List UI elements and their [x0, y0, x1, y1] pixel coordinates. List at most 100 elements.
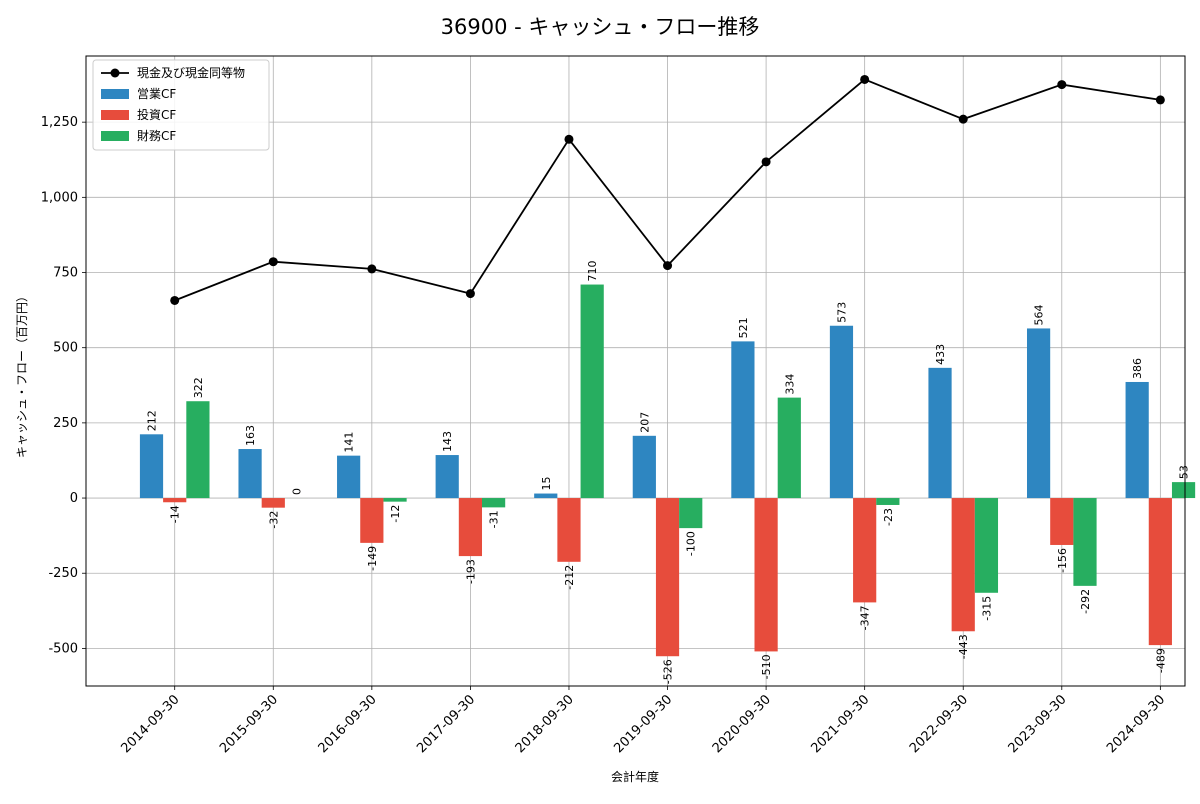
bar-財務CF-2016-09-30: [383, 498, 406, 502]
line-point-2016-09-30: [367, 264, 376, 273]
data-label: -23: [882, 508, 895, 526]
bar-投資CF-2015-09-30: [262, 498, 285, 508]
data-label: -443: [957, 634, 970, 659]
data-label: 53: [1178, 465, 1191, 479]
data-label: -14: [169, 505, 182, 523]
bar-財務CF-2024-09-30: [1172, 482, 1195, 498]
data-label: 163: [244, 425, 257, 446]
legend-marker-swatch: [111, 69, 120, 78]
data-label: -31: [488, 510, 501, 528]
bar-営業CF-2024-09-30: [1126, 382, 1149, 498]
line-point-2021-09-30: [860, 75, 869, 84]
line-point-2015-09-30: [269, 257, 278, 266]
line-point-2024-09-30: [1156, 95, 1165, 104]
x-axis-label: 会計年度: [611, 769, 659, 784]
line-point-2017-09-30: [466, 289, 475, 298]
bar-投資CF-2018-09-30: [557, 498, 580, 562]
data-label: 386: [1131, 358, 1144, 379]
data-label: -156: [1056, 548, 1069, 573]
data-label: 334: [783, 374, 796, 395]
y-tick-label: 1,250: [41, 115, 78, 130]
y-tick-label: 1,000: [41, 190, 78, 205]
line-point-2014-09-30: [170, 296, 179, 305]
data-label: 212: [146, 410, 159, 431]
x-tick-label: 2019-09-30: [611, 692, 675, 756]
legend-bar-swatch: [101, 89, 129, 99]
x-tick-label: 2014-09-30: [118, 692, 182, 756]
legend-bar-swatch: [101, 131, 129, 141]
x-tick-label: 2022-09-30: [907, 692, 971, 756]
line-point-2018-09-30: [564, 135, 573, 144]
bar-営業CF-2023-09-30: [1027, 328, 1050, 498]
data-label: 433: [934, 344, 947, 365]
data-label: -149: [366, 546, 379, 571]
bar-投資CF-2024-09-30: [1149, 498, 1172, 645]
bar-営業CF-2019-09-30: [633, 436, 656, 498]
data-label: 0: [290, 488, 303, 495]
bar-財務CF-2018-09-30: [581, 285, 604, 499]
line-point-2020-09-30: [762, 157, 771, 166]
x-tick-label: 2021-09-30: [808, 692, 872, 756]
bar-営業CF-2017-09-30: [436, 455, 459, 498]
bar-営業CF-2014-09-30: [140, 434, 163, 498]
bar-営業CF-2022-09-30: [928, 368, 951, 498]
legend-label: 現金及び現金同等物: [137, 65, 245, 80]
legend-label: 営業CF: [137, 87, 176, 101]
data-label: 322: [192, 377, 205, 398]
bar-営業CF-2015-09-30: [238, 449, 261, 498]
y-tick-label: 500: [53, 341, 78, 356]
legend-bar-swatch: [101, 110, 129, 120]
data-label: -489: [1154, 648, 1167, 673]
bar-営業CF-2018-09-30: [534, 494, 557, 499]
bar-営業CF-2016-09-30: [337, 456, 360, 498]
bar-財務CF-2023-09-30: [1073, 498, 1096, 586]
line-point-2022-09-30: [959, 115, 968, 124]
data-label: -315: [980, 596, 993, 621]
x-tick-label: 2015-09-30: [217, 692, 281, 756]
bar-財務CF-2014-09-30: [186, 401, 209, 498]
bar-投資CF-2022-09-30: [952, 498, 975, 631]
x-tick-label: 2023-09-30: [1006, 692, 1070, 756]
bar-財務CF-2017-09-30: [482, 498, 505, 507]
x-tick-label: 2016-09-30: [316, 692, 380, 756]
line-point-2023-09-30: [1057, 80, 1066, 89]
data-label: -12: [389, 505, 402, 523]
bar-投資CF-2019-09-30: [656, 498, 679, 656]
y-axis-label: キャッシュ・フロー（百万円）: [15, 290, 29, 458]
bar-投資CF-2014-09-30: [163, 498, 186, 502]
data-label: -292: [1079, 589, 1092, 614]
data-label: -193: [464, 559, 477, 584]
data-label: 143: [441, 431, 454, 452]
bar-投資CF-2020-09-30: [754, 498, 777, 651]
x-tick-label: 2017-09-30: [414, 692, 478, 756]
bar-投資CF-2017-09-30: [459, 498, 482, 556]
data-label: 521: [737, 317, 750, 338]
bar-財務CF-2022-09-30: [975, 498, 998, 593]
bar-財務CF-2020-09-30: [778, 398, 801, 498]
y-tick-label: -250: [48, 566, 78, 581]
data-label: -510: [760, 654, 773, 679]
bar-営業CF-2020-09-30: [731, 341, 754, 498]
bar-投資CF-2023-09-30: [1050, 498, 1073, 545]
x-tick-label: 2018-09-30: [513, 692, 577, 756]
legend-label: 財務CF: [137, 128, 176, 143]
bar-投資CF-2021-09-30: [853, 498, 876, 602]
legend-label: 投資CF: [137, 107, 176, 122]
data-label: -212: [563, 565, 576, 590]
x-tick-label: 2020-09-30: [710, 692, 774, 756]
data-label: 15: [540, 477, 553, 491]
bar-営業CF-2021-09-30: [830, 326, 853, 498]
chart-title: 36900 - キャッシュ・フロー推移: [441, 15, 760, 39]
bar-投資CF-2016-09-30: [360, 498, 383, 543]
y-tick-label: 250: [53, 416, 78, 431]
y-tick-label: -500: [48, 641, 78, 656]
data-label: -32: [267, 511, 280, 529]
data-label: -347: [859, 605, 872, 630]
y-tick-label: 0: [70, 491, 78, 506]
data-label: 573: [835, 302, 848, 323]
data-label: 207: [638, 412, 651, 433]
data-label: 564: [1033, 304, 1046, 325]
